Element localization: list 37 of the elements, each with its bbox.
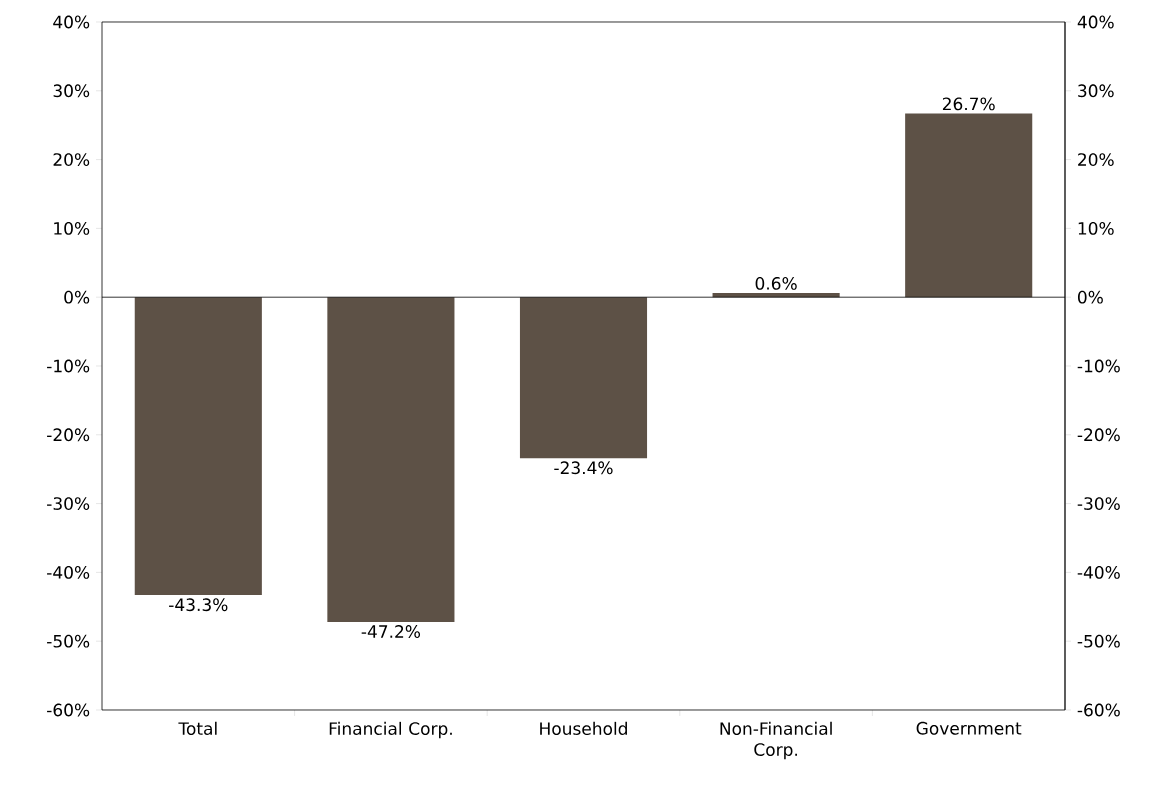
y-tick-label: 0% [64, 290, 90, 304]
y-tick-label: -40% [47, 565, 90, 579]
y-tick-label: 10% [54, 221, 90, 235]
bar [905, 113, 1033, 298]
y-tick-label: 20% [53, 153, 90, 167]
y-tick-label: -10% [47, 359, 90, 373]
y2-tick-label: 0% [1077, 290, 1103, 304]
y-tick-label: -60% [47, 703, 90, 717]
bar [134, 297, 262, 596]
bar [712, 293, 840, 298]
y2-tick-label: -60% [1077, 703, 1120, 717]
y-tick-label: -20% [47, 428, 90, 442]
y2-tick-label: -30% [1077, 497, 1120, 511]
y2-tick-label: 40% [1077, 15, 1114, 29]
y-tick-label: -30% [47, 497, 90, 511]
y-tick-label: -50% [47, 634, 90, 648]
y2-tick-label: -20% [1077, 428, 1120, 442]
x-tick-label: Household [540, 721, 627, 735]
x-tick-label: Government [916, 721, 1022, 735]
y2-tick-label: 10% [1078, 221, 1114, 235]
x-tick-label: Financial Corp. [329, 721, 452, 739]
y2-tick-label: -50% [1077, 634, 1120, 648]
data-label: 0.6% [755, 276, 797, 290]
x-tick-label: Non-Financial Corp. [720, 721, 832, 760]
y2-tick-label: 20% [1078, 153, 1114, 167]
y2-tick-label: -10% [1077, 359, 1120, 373]
data-label: -23.4% [554, 461, 613, 475]
y-tick-label: 30% [53, 84, 90, 98]
x-tick-label: Total [178, 721, 217, 735]
data-label: -43.3% [169, 598, 228, 612]
bar [519, 297, 648, 459]
bar [327, 297, 455, 622]
data-label: -47.2% [361, 625, 421, 638]
y2-tick-label: -40% [1077, 565, 1120, 579]
y2-tick-label: 30% [1078, 84, 1114, 98]
y-tick-label: 40% [53, 15, 90, 29]
data-label: 26.7% [942, 97, 995, 111]
